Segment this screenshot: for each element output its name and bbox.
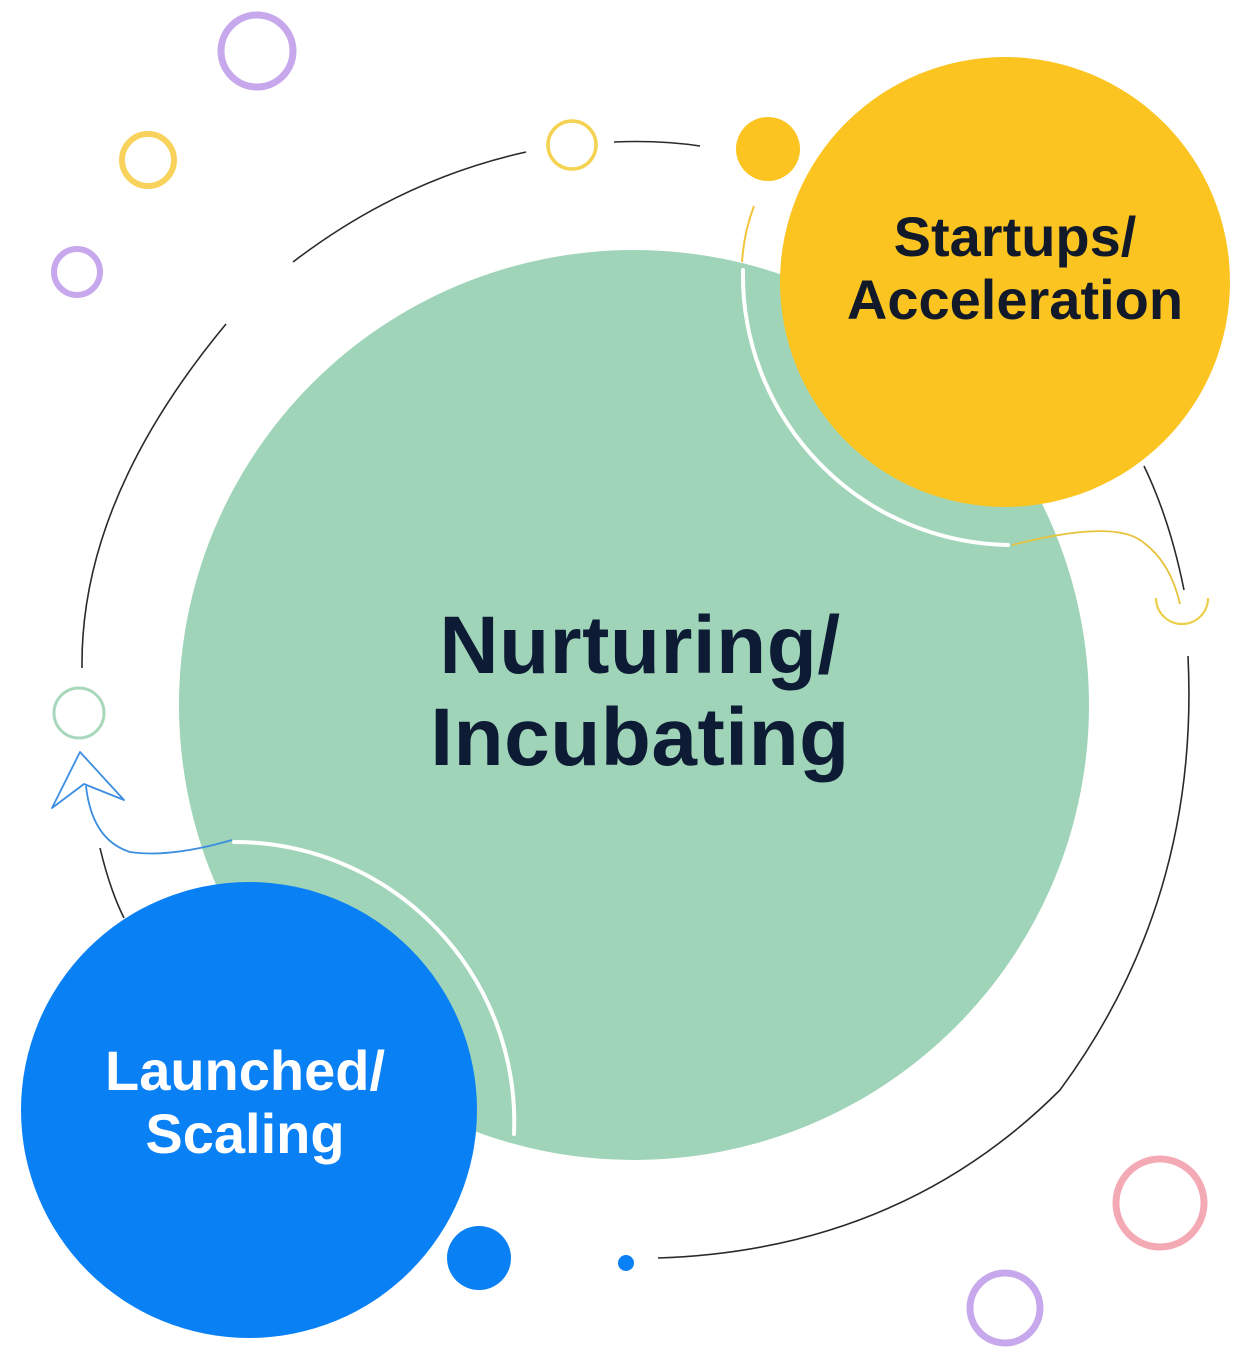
launched-circle [21, 882, 477, 1338]
purple-ring-large [217, 11, 297, 91]
cycle-arc-top-short [613, 140, 701, 147]
startups-label-line1: Startups/ [893, 205, 1137, 268]
cycle-arc-left [81, 323, 227, 669]
startups-circle [780, 57, 1230, 507]
startups-highlight-arc [740, 268, 1010, 547]
nurturing-label: Nurturing/ Incubating [330, 600, 950, 784]
cycle-arc-right [657, 655, 1190, 1259]
green-ring-small [52, 686, 106, 740]
launched-label-line2: Scaling [145, 1101, 345, 1165]
nurturing-label-line2: Incubating [430, 691, 850, 783]
startups-label-line2: Acceleration [846, 267, 1184, 331]
pink-ring [1112, 1155, 1208, 1251]
launched-highlight-arc [232, 839, 517, 1136]
blue-dot-small [618, 1255, 634, 1271]
cycle-arc-top [292, 151, 527, 263]
yellow-flow-arrow [1011, 530, 1181, 605]
cycle-arc-right-upper [1143, 465, 1185, 591]
launched-label: Launched/ Scaling [40, 1039, 450, 1165]
yellow-arrowhead-icon [1154, 597, 1210, 626]
purple-ring-small [51, 246, 103, 298]
blue-arrowhead-icon [51, 751, 125, 809]
yellow-dot-top [736, 117, 800, 181]
yellow-ring-top [546, 119, 598, 171]
cycle-arc-left-lower [99, 847, 125, 919]
blue-flow-arrow [85, 785, 233, 855]
launched-label-line1: Launched/ [104, 1039, 386, 1102]
purple-ring-bottom [966, 1269, 1044, 1347]
startups-label: Startups/ Acceleration [810, 205, 1220, 331]
nurturing-label-line1: Nurturing/ [439, 600, 841, 691]
blue-dot-large [447, 1226, 511, 1290]
nurturing-circle [179, 250, 1089, 1160]
yellow-ring-left [119, 131, 177, 189]
yellow-connector-top [741, 205, 755, 263]
